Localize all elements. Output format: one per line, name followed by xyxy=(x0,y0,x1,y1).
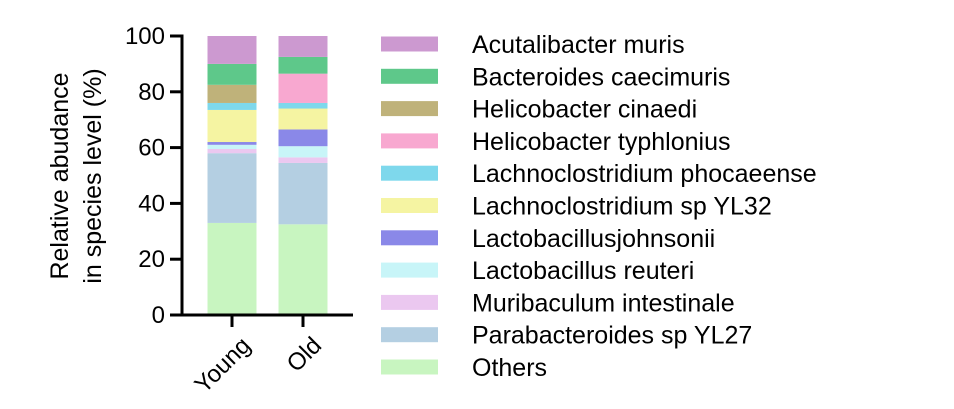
bar-segment-old-others xyxy=(278,224,328,315)
bar-segment-old-lactobacillus-reuteri xyxy=(278,146,328,158)
legend-swatch-lachnoclostridium-phocaeense xyxy=(381,165,438,181)
bar-segment-old-lachnoclostridium-phocaeense xyxy=(278,102,328,109)
x-tick-label-young: Young xyxy=(190,332,257,399)
y-tick-label-60: 60 xyxy=(138,135,165,162)
legend-swatch-lachnoclostridium-sp-yl32 xyxy=(381,198,438,213)
legend-swatch-lactobacillusjohnsonii xyxy=(381,230,438,246)
bar-segment-young-bacteroides-caecimuris xyxy=(207,63,257,85)
bar-segment-young-lachnoclostridium-sp-yl32 xyxy=(207,109,257,143)
legend-label-helicobacter-typhlonius: Helicobacter typhlonius xyxy=(472,128,730,156)
bar-segment-young-lactobacillusjohnsonii xyxy=(207,142,257,145)
y-tick-label-0: 0 xyxy=(152,302,165,329)
bar-segment-old-acutalibacter-muris xyxy=(278,36,328,57)
bar-segment-young-helicobacter-cinaedi xyxy=(207,84,257,103)
x-tick-label-old: Old xyxy=(282,332,328,378)
bar-segment-old-helicobacter-typhlonius xyxy=(278,73,328,103)
legend-swatch-helicobacter-cinaedi xyxy=(381,101,438,117)
bars-layer xyxy=(207,36,328,315)
bar-segment-young-lactobacillus-reuteri xyxy=(207,144,257,149)
legend-swatch-acutalibacter-muris xyxy=(381,36,438,52)
legend-swatch-lactobacillus-reuteri xyxy=(381,262,438,278)
legend-label-lachnoclostridium-phocaeense: Lachnoclostridium phocaeense xyxy=(472,160,817,188)
legend-label-lachnoclostridium-sp-yl32: Lachnoclostridium sp YL32 xyxy=(472,193,772,221)
bar-segment-young-others xyxy=(207,222,257,315)
bar-segment-old-bacteroides-caecimuris xyxy=(278,56,328,74)
legend-label-bacteroides-caecimuris: Bacteroides caecimuris xyxy=(472,63,730,91)
bar-segment-old-lactobacillusjohnsonii xyxy=(278,129,328,147)
bar-segment-young-lachnoclostridium-phocaeense xyxy=(207,102,257,110)
legend-label-lactobacillus-reuteri: Lactobacillus reuteri xyxy=(472,257,694,285)
y-tick-label-80: 80 xyxy=(138,79,165,106)
legend-label-helicobacter-cinaedi: Helicobacter cinaedi xyxy=(472,96,697,124)
legend-label-others: Others xyxy=(472,354,547,382)
bar-segment-old-muribaculum-intestinale xyxy=(278,157,328,163)
bar-segment-young-acutalibacter-muris xyxy=(207,36,257,64)
bar-segment-young-muribaculum-intestinale xyxy=(207,148,257,154)
legend-swatch-muribaculum-intestinale xyxy=(381,294,438,310)
y-axis-title-line1: Relative abudance xyxy=(46,72,74,279)
legend-swatch-others xyxy=(381,359,438,375)
y-axis-title: Relative abudance in species level (%) xyxy=(46,68,107,283)
legend-label-acutalibacter-muris: Acutalibacter muris xyxy=(472,31,685,59)
bar-segment-old-lachnoclostridium-sp-yl32 xyxy=(278,108,328,130)
y-tick-label-20: 20 xyxy=(138,246,165,273)
bar-segment-old-parabacteroides-sp-yl27 xyxy=(278,162,328,225)
legend: Acutalibacter muris Bacteroides caecimuri… xyxy=(381,31,817,382)
y-tick-label-100: 100 xyxy=(125,23,165,50)
bar-segment-young-parabacteroides-sp-yl27 xyxy=(207,153,257,223)
legend-label-parabacteroides-sp-yl27: Parabacteroides sp YL27 xyxy=(472,322,752,350)
legend-swatch-bacteroides-caecimuris xyxy=(381,68,438,84)
y-axis-title-line2: in species level (%) xyxy=(79,68,107,283)
legend-label-muribaculum-intestinale: Muribaculum intestinale xyxy=(472,289,735,317)
y-tick-label-40: 40 xyxy=(138,190,165,217)
legend-swatch-parabacteroides-sp-yl27 xyxy=(381,327,438,343)
legend-label-lactobacillusjohnsonii: Lactobacillusjohnsonii xyxy=(472,225,715,253)
legend-swatch-helicobacter-typhlonius xyxy=(381,133,438,149)
